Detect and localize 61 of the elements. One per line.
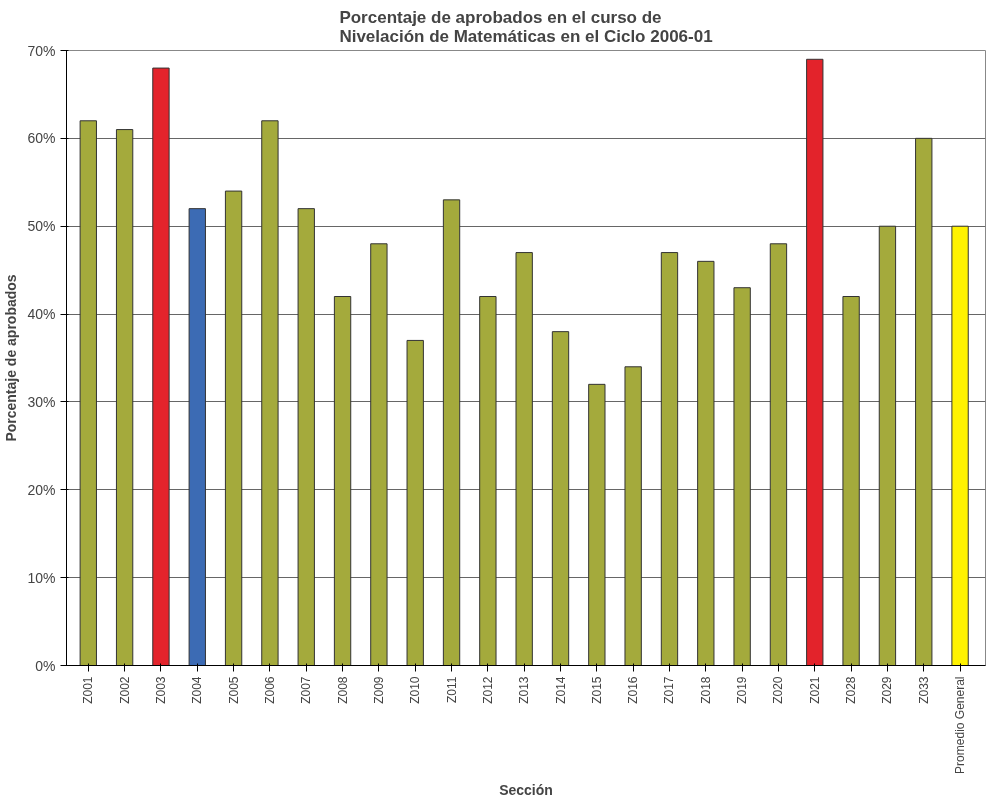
bar <box>152 67 170 666</box>
y-tick-label: 30% <box>27 393 56 410</box>
bar <box>878 225 897 666</box>
x-tick-label: Z001 <box>81 676 96 704</box>
bar <box>951 225 969 666</box>
bar <box>733 287 751 666</box>
bar <box>370 243 388 666</box>
bar <box>406 339 424 666</box>
x-tick-label: Z012 <box>480 676 495 704</box>
bar <box>479 296 497 666</box>
bar <box>115 129 134 666</box>
bar <box>806 58 824 666</box>
bar <box>588 383 606 666</box>
bar <box>624 366 642 666</box>
x-tick-label: Z016 <box>626 676 641 704</box>
bar <box>660 252 679 666</box>
x-tick-label: Z019 <box>735 676 750 704</box>
bar <box>188 208 206 666</box>
bar <box>261 120 279 666</box>
x-tick-label: Z028 <box>844 676 859 704</box>
y-tick-label: 10% <box>27 569 56 586</box>
x-tick-label: Z003 <box>153 676 168 704</box>
bar <box>297 208 315 666</box>
x-tick-label: Z020 <box>771 676 786 704</box>
x-tick-label: Z015 <box>589 676 604 704</box>
x-tick-label: Z011 <box>444 676 459 703</box>
x-tick-label: Promedio General <box>953 676 968 774</box>
x-tick-label: Z006 <box>262 676 277 704</box>
bar <box>697 260 715 666</box>
x-axis-title: Sección <box>499 781 553 798</box>
x-tick-label: Z009 <box>371 676 386 704</box>
x-tick-label: Z017 <box>662 676 677 704</box>
bar <box>224 190 243 666</box>
x-tick-label: Z021 <box>807 676 822 704</box>
x-tick-label: Z007 <box>299 676 314 704</box>
chart-title: Porcentaje de aprobados en el curso de Nivelación de Matemáticas en el Ciclo 2006-01 <box>339 7 713 46</box>
y-tick-label: 40% <box>27 306 56 323</box>
y-tick-label: 0% <box>35 657 56 674</box>
bar <box>769 243 788 666</box>
bar <box>79 120 97 666</box>
bar <box>515 252 533 666</box>
y-tick-label: 60% <box>27 130 56 147</box>
x-tick-label: Z002 <box>117 676 132 704</box>
bar <box>551 331 570 666</box>
x-tick-label: Z004 <box>190 676 205 704</box>
y-tick-label: 20% <box>27 481 56 498</box>
x-tick-label: Z018 <box>698 676 713 704</box>
x-tick-label: Z033 <box>916 676 931 704</box>
x-tick-label: Z008 <box>335 676 350 704</box>
bar <box>915 137 933 666</box>
y-axis-title: Porcentaje de aprobados <box>3 274 20 442</box>
x-tick-label: Z029 <box>880 676 895 704</box>
y-tick-label: 70% <box>27 42 56 59</box>
x-tick-label: Z014 <box>553 676 568 704</box>
x-tick-label: Z005 <box>226 676 241 704</box>
y-tick-label: 50% <box>27 218 56 235</box>
x-tick-label: Z010 <box>408 676 423 704</box>
bar <box>333 296 352 666</box>
bar <box>842 296 860 666</box>
x-tick-label: Z013 <box>517 676 532 704</box>
bar <box>442 199 461 666</box>
